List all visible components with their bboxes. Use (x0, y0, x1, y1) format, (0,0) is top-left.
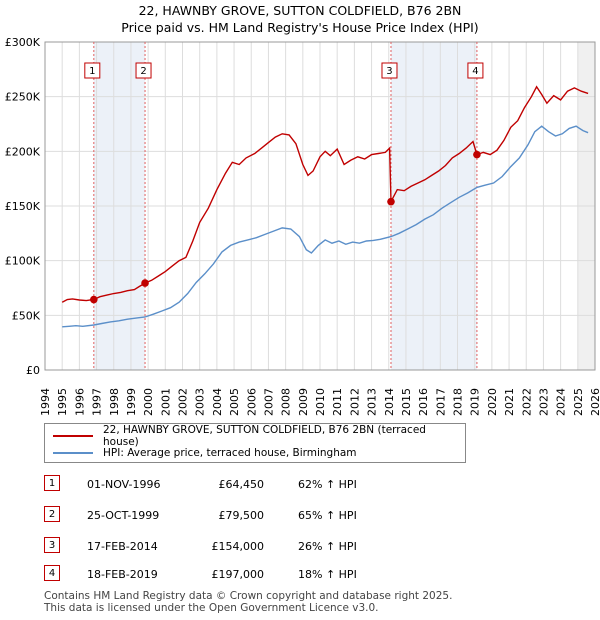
sale-number-box (467, 62, 484, 79)
price-chart: 1 2 3 4 £0 £50K £100K £150K £200K £250K £300K 1994… (5, 36, 600, 416)
sale-number-badge: 1 (44, 475, 60, 491)
sale-hpi-change: 18% ↑ HPI (298, 568, 357, 581)
x-tick-label: 2012 (348, 388, 361, 416)
x-tick-label: 2004 (211, 388, 224, 416)
x-tick-label: 1994 (39, 388, 52, 416)
x-tick-label: 2015 (400, 388, 413, 416)
sale-number-badge: 3 (44, 537, 60, 553)
sale-number-label: 4 (472, 66, 478, 77)
table-row: 3 17-FEB-2014 £154,000 26% ↑ HPI (44, 537, 464, 557)
x-tick-label: 2000 (142, 388, 155, 416)
x-tick-label: 1997 (91, 388, 104, 416)
footer-line-1: Contains HM Land Registry data © Crown c… (44, 590, 453, 602)
y-tick-label: £100K (5, 255, 41, 268)
sale-number-badge: 2 (44, 506, 60, 522)
sale-hpi-change: 26% ↑ HPI (298, 540, 357, 553)
x-tick-label: 1999 (125, 388, 138, 416)
table-row: 1 01-NOV-1996 £64,450 62% ↑ HPI (44, 475, 464, 495)
y-tick-label: £200K (5, 145, 41, 158)
footer-attribution: Contains HM Land Registry data © Crown c… (44, 590, 452, 614)
sale-number-box (84, 62, 101, 79)
x-tick-label: 2013 (366, 388, 379, 416)
sale-date: 25-OCT-1999 (87, 509, 160, 522)
table-row: 4 18-FEB-2019 £197,000 18% ↑ HPI (44, 565, 464, 585)
x-tick-label: 2023 (537, 388, 550, 416)
x-tick-label: 2005 (228, 388, 241, 416)
sale-price: £154,000 (211, 540, 265, 553)
x-tick-label: 2025 (572, 388, 585, 416)
x-tick-label: 2009 (297, 388, 310, 416)
table-row: 2 25-OCT-1999 £79,500 65% ↑ HPI (44, 506, 464, 526)
sale-date: 17-FEB-2014 (87, 540, 158, 553)
sale-point (141, 279, 149, 287)
legend-swatch-property (53, 435, 93, 437)
sale-date: 18-FEB-2019 (87, 568, 158, 581)
sale-number-label: 2 (140, 66, 146, 77)
legend-label-property: 22, HAWNBY GROVE, SUTTON COLDFIELD, B76 … (103, 424, 426, 448)
x-tick-label: 2011 (331, 388, 344, 416)
x-tick-label: 2003 (194, 388, 207, 416)
x-tick-label: 2002 (177, 388, 190, 416)
plot-frame (44, 41, 596, 371)
x-tick-label: 2001 (159, 388, 172, 416)
sale-point (90, 295, 98, 304)
sale-price: £64,450 (218, 478, 265, 491)
legend-label-hpi: HPI: Average price, terraced house, Birm… (103, 447, 357, 459)
x-tick-label: 2017 (434, 388, 447, 416)
legend: 22, HAWNBY GROVE, SUTTON COLDFIELD, B76 … (44, 423, 466, 463)
x-tick-label: 2021 (503, 388, 516, 416)
hpi-series-line (62, 125, 589, 328)
x-tick-label: 2024 (555, 388, 568, 416)
y-tick-label: £300K (5, 36, 41, 49)
x-tick-label: 1998 (108, 388, 121, 416)
sale-hpi-change: 62% ↑ HPI (298, 478, 357, 491)
x-tick-label: 2008 (280, 388, 293, 416)
legend-item-hpi: HPI: Average price, terraced house, Birm… (53, 445, 357, 461)
x-tick-label: 2018 (452, 388, 465, 416)
sale-point (473, 150, 481, 159)
x-tick-label: 2019 (469, 388, 482, 416)
y-tick-label: £250K (5, 91, 41, 104)
x-tick-label: 1995 (56, 388, 69, 416)
chart-title-line2: Price paid vs. HM Land Registry's House … (121, 20, 479, 35)
sale-date: 01-NOV-1996 (87, 478, 161, 491)
x-tick-label: 2007 (262, 388, 275, 416)
sale-price: £79,500 (218, 509, 265, 522)
sale-point (387, 197, 395, 206)
x-tick-label: 1996 (73, 388, 86, 416)
chart-title-line1: 22, HAWNBY GROVE, SUTTON COLDFIELD, B76 … (138, 3, 462, 18)
x-tick-label: 2006 (245, 388, 258, 416)
legend-swatch-hpi (53, 452, 93, 454)
x-tick-label: 2014 (383, 388, 396, 416)
sale-number-box (135, 62, 152, 79)
y-tick-label: £150K (5, 200, 41, 213)
sale-number-box (381, 62, 398, 79)
legend-item-property: 22, HAWNBY GROVE, SUTTON COLDFIELD, B76 … (53, 424, 465, 448)
y-tick-label: £50K (12, 309, 41, 322)
sale-number-badge: 4 (44, 565, 60, 581)
x-tick-label: 2010 (314, 388, 327, 416)
y-tick-label: £0 (26, 364, 40, 377)
footer-line-2: This data is licensed under the Open Gov… (44, 602, 379, 614)
x-tick-label: 2020 (486, 388, 499, 416)
x-tick-label: 2026 (589, 388, 600, 416)
x-tick-label: 2022 (520, 388, 533, 416)
sale-number-label: 3 (386, 66, 392, 77)
sale-hpi-change: 65% ↑ HPI (298, 509, 357, 522)
x-tick-label: 2016 (417, 388, 430, 416)
sale-number-label: 1 (89, 66, 95, 77)
sale-price: £197,000 (211, 568, 265, 581)
